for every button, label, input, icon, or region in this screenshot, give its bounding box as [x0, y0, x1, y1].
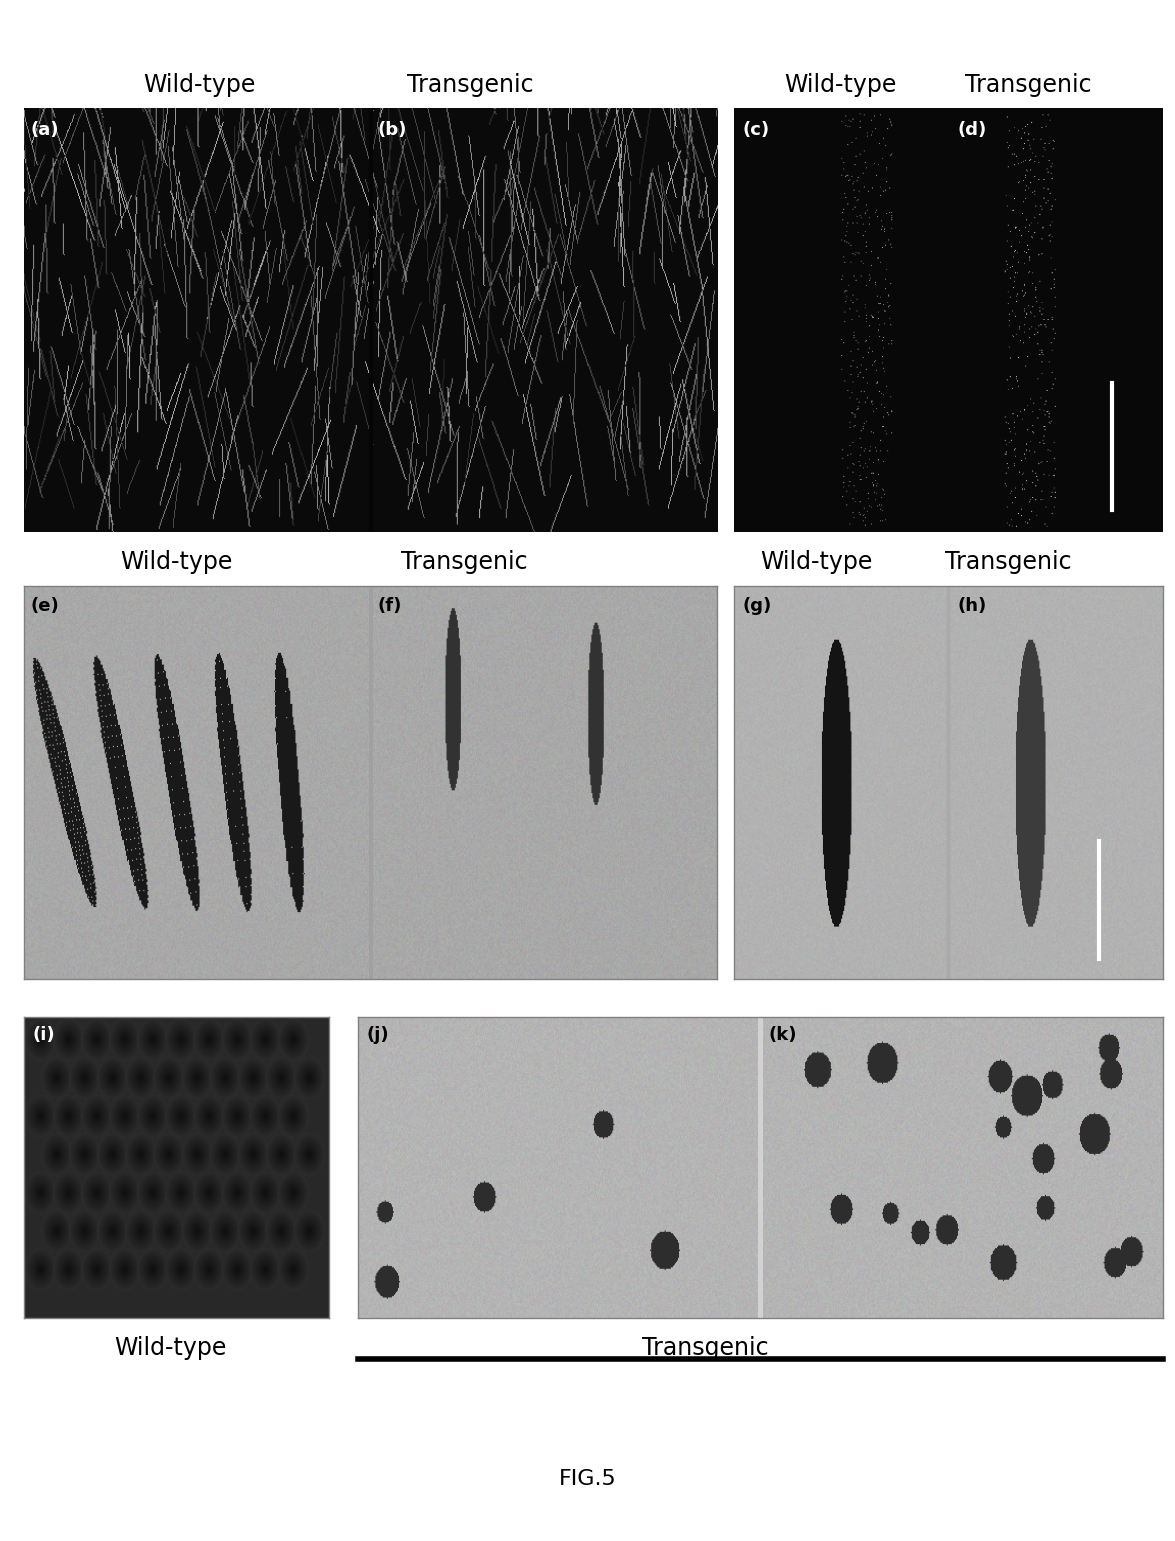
- Text: (i): (i): [33, 1026, 55, 1045]
- Text: Transgenic: Transgenic: [401, 550, 528, 575]
- Text: Wild-type: Wild-type: [143, 72, 256, 97]
- Text: Transgenic: Transgenic: [945, 550, 1072, 575]
- Text: (a): (a): [31, 120, 59, 139]
- Text: Wild-type: Wild-type: [784, 72, 897, 97]
- Text: Wild-type: Wild-type: [114, 1336, 227, 1361]
- Text: (h): (h): [958, 598, 987, 615]
- Text: (f): (f): [377, 598, 402, 615]
- Text: (g): (g): [743, 598, 772, 615]
- Text: (c): (c): [743, 120, 770, 139]
- Text: (b): (b): [377, 120, 407, 139]
- Text: Transgenic: Transgenic: [407, 72, 533, 97]
- Text: FIG.5: FIG.5: [558, 1470, 617, 1489]
- Text: (d): (d): [958, 120, 987, 139]
- Text: (k): (k): [768, 1026, 798, 1045]
- Text: Transgenic: Transgenic: [965, 72, 1092, 97]
- Text: Wild-type: Wild-type: [120, 550, 233, 575]
- Text: (e): (e): [31, 598, 59, 615]
- Text: Transgenic: Transgenic: [642, 1336, 768, 1361]
- Text: (j): (j): [367, 1026, 389, 1045]
- Text: Wild-type: Wild-type: [760, 550, 873, 575]
